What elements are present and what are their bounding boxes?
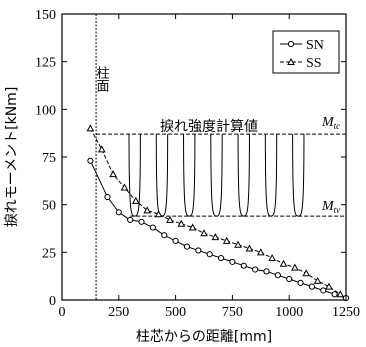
- y-axis-title: 捩れモーメント[kNm]: [4, 87, 20, 228]
- data-point-ss: [154, 210, 163, 218]
- data-point-ss: [222, 236, 231, 244]
- data-point-ss: [313, 276, 322, 284]
- data-point-sn: [206, 251, 213, 258]
- mtv-label-main: M: [321, 199, 335, 214]
- x-tick-label: 750: [222, 305, 243, 320]
- strength-envelope: [128, 134, 305, 217]
- series-layer: [86, 124, 350, 302]
- x-tick-label: 0: [59, 305, 66, 320]
- data-point-ss: [131, 196, 140, 204]
- mtc-label: Mtc: [321, 115, 340, 131]
- data-point-sn: [149, 224, 156, 231]
- y-tick-label: 75: [42, 151, 56, 166]
- data-point-ss: [211, 233, 220, 241]
- legend: SN SS: [272, 30, 340, 74]
- data-point-sn: [87, 157, 94, 164]
- envelope-lobe: [155, 134, 169, 217]
- data-point-ss: [325, 282, 333, 290]
- data-point-sn: [138, 218, 145, 225]
- data-point-sn: [252, 266, 259, 273]
- data-point-ss: [245, 244, 254, 252]
- data-point-sn: [127, 216, 134, 224]
- column-face-label: 柱面: [94, 66, 110, 92]
- data-point-sn: [229, 258, 236, 265]
- y-tick-label: 100: [35, 103, 56, 118]
- data-point-sn: [183, 243, 191, 250]
- envelope-lobe: [128, 134, 141, 217]
- data-point-ss: [166, 215, 174, 223]
- data-point-ss: [97, 145, 106, 153]
- y-tick-label: 25: [42, 246, 56, 261]
- data-point-sn: [217, 254, 225, 262]
- x-axis-title: 柱芯からの距離[mm]: [136, 328, 272, 345]
- legend-label-ss: SS: [306, 56, 322, 71]
- data-point-ss: [336, 290, 345, 298]
- x-tick-label: 500: [165, 305, 186, 320]
- data-point-sn: [104, 193, 111, 201]
- data-point-sn: [263, 268, 270, 275]
- x-tick-label: 250: [108, 305, 129, 320]
- data-point-sn: [240, 262, 247, 269]
- mtv-label: Mtv: [321, 199, 340, 215]
- data-point-sn: [115, 209, 122, 216]
- envelope-lobe: [210, 134, 223, 217]
- data-point-sn: [161, 232, 168, 239]
- data-point-sn: [286, 275, 293, 283]
- data-point-ss: [234, 240, 242, 248]
- data-point-ss: [143, 206, 152, 214]
- envelope-lobe: [264, 134, 278, 217]
- envelope-lobe: [237, 134, 250, 217]
- y-tick-label: 125: [35, 56, 56, 71]
- y-tick-label: 150: [35, 8, 56, 23]
- data-point-ss: [177, 219, 186, 227]
- legend-marker-ss: [287, 57, 295, 65]
- envelope-lobe: [292, 134, 305, 217]
- data-point-ss: [109, 170, 117, 178]
- data-point-ss: [268, 254, 277, 262]
- series-line-ss: [89, 128, 341, 295]
- data-point-ss: [120, 183, 129, 191]
- x-tick-label: 1250: [332, 305, 360, 320]
- data-point-sn: [308, 283, 316, 290]
- data-point-ss: [256, 248, 265, 256]
- data-point-sn: [331, 291, 338, 298]
- data-point-ss: [86, 124, 95, 132]
- data-point-sn: [297, 279, 304, 286]
- data-point-ss: [302, 269, 311, 277]
- y-tick-label: 50: [42, 199, 56, 214]
- y-tick-label: 0: [49, 294, 56, 309]
- envelope-lobe: [183, 134, 196, 217]
- data-point-ss: [188, 223, 197, 231]
- data-point-ss: [291, 263, 299, 271]
- data-point-ss: [279, 259, 288, 267]
- data-point-sn: [274, 272, 281, 279]
- data-point-ss: [200, 229, 208, 237]
- mtc-label-sub: tc: [334, 121, 341, 131]
- series-line-sn: [89, 160, 347, 299]
- legend-label-sn: SN: [306, 38, 324, 53]
- mtv-label-sub: tv: [334, 205, 341, 215]
- x-tick-label: 1000: [275, 305, 303, 320]
- axes-layer: 0 250 500 750 1000 1250 0 25 50 75 100 125 150: [35, 8, 360, 320]
- data-point-sn: [320, 287, 327, 294]
- data-point-sn: [195, 247, 202, 254]
- legend-marker-sn: [287, 40, 295, 48]
- data-point-sn: [172, 237, 179, 244]
- mtc-label-main: M: [321, 115, 335, 130]
- legend-box: [272, 30, 340, 74]
- strength-label: 捩れ強度計算値: [160, 119, 258, 135]
